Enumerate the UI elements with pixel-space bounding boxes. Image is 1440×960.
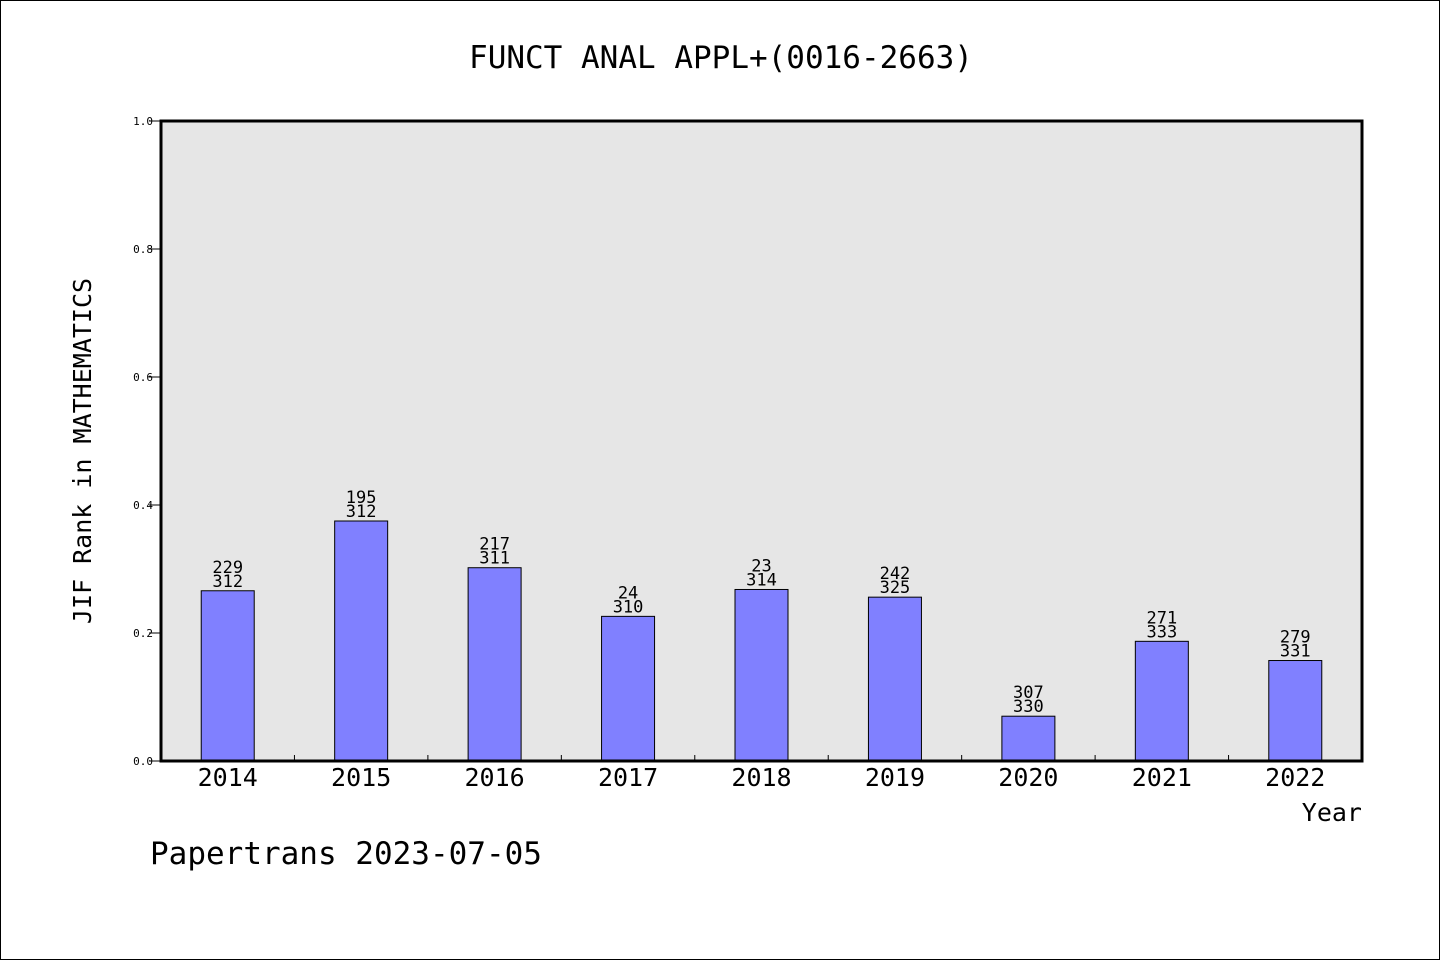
bar-2016 [467, 567, 522, 762]
bar-2020 [1001, 715, 1056, 762]
bar-total-label: 314 [746, 570, 777, 590]
x-tick-label: 2016 [465, 763, 525, 792]
bar-2017 [601, 615, 656, 762]
bar-2018 [734, 588, 789, 762]
y-tick-label: 0.6 [133, 371, 153, 384]
x-axis-label: Year [1302, 798, 1362, 827]
x-ticks-group: 2014 2015 2016 2017 2018 2019 2020 2021 2022 [198, 755, 1325, 792]
bar-2015 [334, 520, 389, 762]
y-tick-label: 0.2 [133, 627, 153, 640]
bar-rank-label: 242 [880, 564, 911, 584]
bar-2014 [200, 590, 255, 762]
bar-total-label: 312 [212, 572, 243, 592]
x-tick-label: 2022 [1265, 763, 1325, 792]
x-tick-label: 2020 [998, 763, 1058, 792]
bar-rank-label: 23 [751, 556, 771, 576]
x-tick-label: 2021 [1132, 763, 1192, 792]
x-tick-label: 2018 [731, 763, 791, 792]
x-tick-label: 2017 [598, 763, 658, 792]
footer-credit: Papertrans 2023-07-05 [150, 836, 542, 872]
y-tick-label: 0.0 [133, 755, 153, 768]
bar-2022 [1268, 660, 1323, 762]
bar-rank-label: 195 [346, 488, 377, 508]
x-tick-label: 2015 [331, 763, 391, 792]
x-tick-label: 2014 [198, 763, 258, 792]
bar-rank-label: 279 [1280, 628, 1311, 648]
bar-total-label: 312 [346, 502, 377, 522]
plot-border [159, 119, 1364, 763]
bar-total-label: 331 [1280, 642, 1311, 662]
bar-total-label: 310 [613, 597, 644, 617]
bar-total-label: 311 [479, 549, 510, 569]
y-tick-label: 0.8 [133, 243, 153, 256]
bars-group [200, 520, 1323, 762]
chart-title: FUNCT ANAL APPL+(0016-2663) [469, 40, 973, 76]
y-axis-label: JIF Rank in MATHEMATICS [68, 278, 97, 624]
bar-2019 [867, 596, 922, 762]
bar-rank-label: 229 [212, 558, 243, 578]
y-tick-label: 0.4 [133, 499, 153, 512]
bar-rank-label: 24 [618, 583, 638, 603]
y-ticks-group: 0.0 0.2 0.4 0.6 0.8 1.0 [133, 115, 161, 768]
bar-rank-label: 217 [479, 535, 510, 555]
bar-2021 [1134, 640, 1189, 762]
bar-rank-label: 307 [1013, 683, 1044, 703]
bar-total-label: 330 [1013, 697, 1044, 717]
bar-rank-label: 271 [1146, 608, 1177, 628]
y-tick-label: 1.0 [133, 115, 153, 128]
x-tick-label: 2019 [865, 763, 925, 792]
bar-total-label: 333 [1146, 622, 1177, 642]
bar-total-label: 325 [880, 578, 911, 598]
